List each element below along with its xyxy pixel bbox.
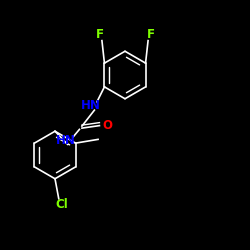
Text: Cl: Cl: [55, 198, 68, 211]
Text: F: F: [96, 28, 104, 41]
Text: O: O: [102, 119, 112, 132]
Text: F: F: [146, 28, 154, 41]
Text: HN: HN: [56, 134, 76, 147]
Text: HN: HN: [81, 99, 100, 112]
